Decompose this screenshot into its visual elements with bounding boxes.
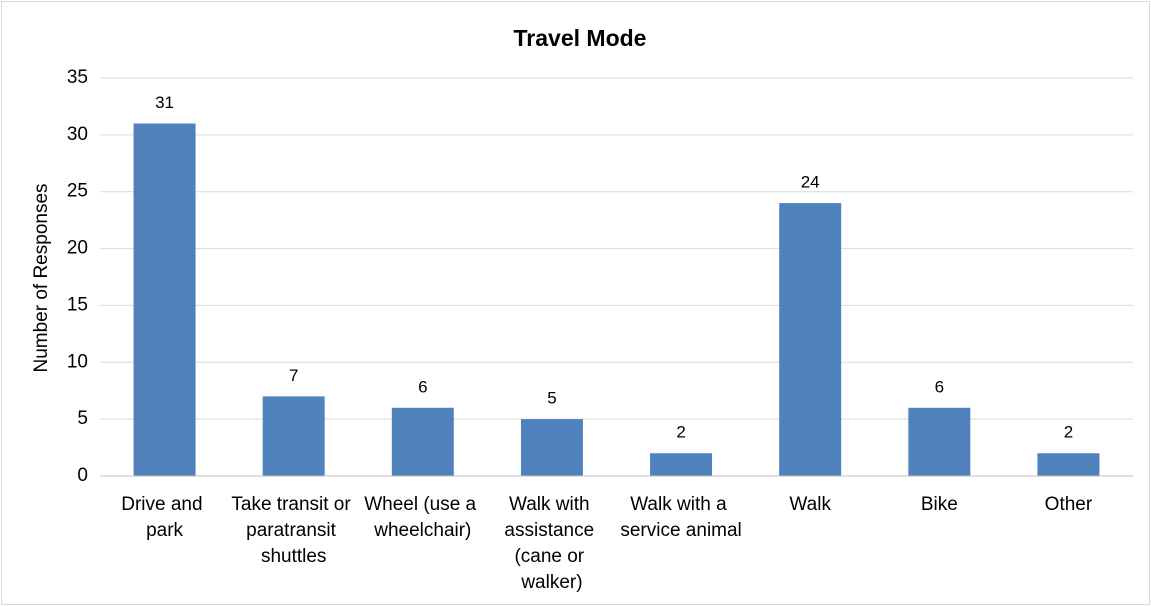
x-tick-label: Bike: [921, 494, 958, 515]
data-label: 2: [676, 423, 685, 442]
x-tick-label: Walk with assistance (cane or walker): [504, 494, 599, 593]
y-tick-label: 15: [67, 294, 88, 315]
data-label: 2: [1064, 423, 1073, 442]
x-tick-label: Other: [1045, 494, 1093, 515]
bar: [779, 203, 842, 477]
y-tick-label: 35: [67, 67, 88, 88]
y-tick-label: 5: [77, 408, 88, 429]
data-label: 6: [935, 377, 944, 396]
y-tick-label: 20: [67, 238, 88, 259]
bar: [133, 123, 196, 476]
data-label: 7: [289, 366, 298, 385]
y-axis-label: Number of Responses: [31, 183, 52, 372]
x-tick-label: Drive and park: [121, 494, 208, 541]
x-tick-label: Wheel (use a wheelchair): [364, 494, 481, 541]
y-tick-label: 30: [67, 124, 88, 145]
x-tick-label: Walk: [789, 494, 831, 515]
bar: [391, 407, 454, 476]
data-label: 24: [801, 173, 820, 192]
data-label: 31: [155, 93, 174, 112]
data-label: 6: [418, 377, 427, 396]
y-tick-label: 25: [67, 181, 88, 202]
bar: [650, 453, 713, 476]
bar: [1037, 453, 1100, 476]
y-tick-label: 10: [67, 351, 88, 372]
chart-title: Travel Mode: [514, 25, 647, 51]
x-tick-label: Take transit or paratransit shuttles: [231, 494, 356, 567]
bar: [262, 396, 325, 476]
data-label: 5: [547, 389, 556, 408]
bar: [520, 419, 583, 476]
x-tick-label: Walk with a service animal: [620, 494, 741, 541]
y-tick-label: 0: [77, 465, 88, 486]
bar: [908, 407, 971, 476]
